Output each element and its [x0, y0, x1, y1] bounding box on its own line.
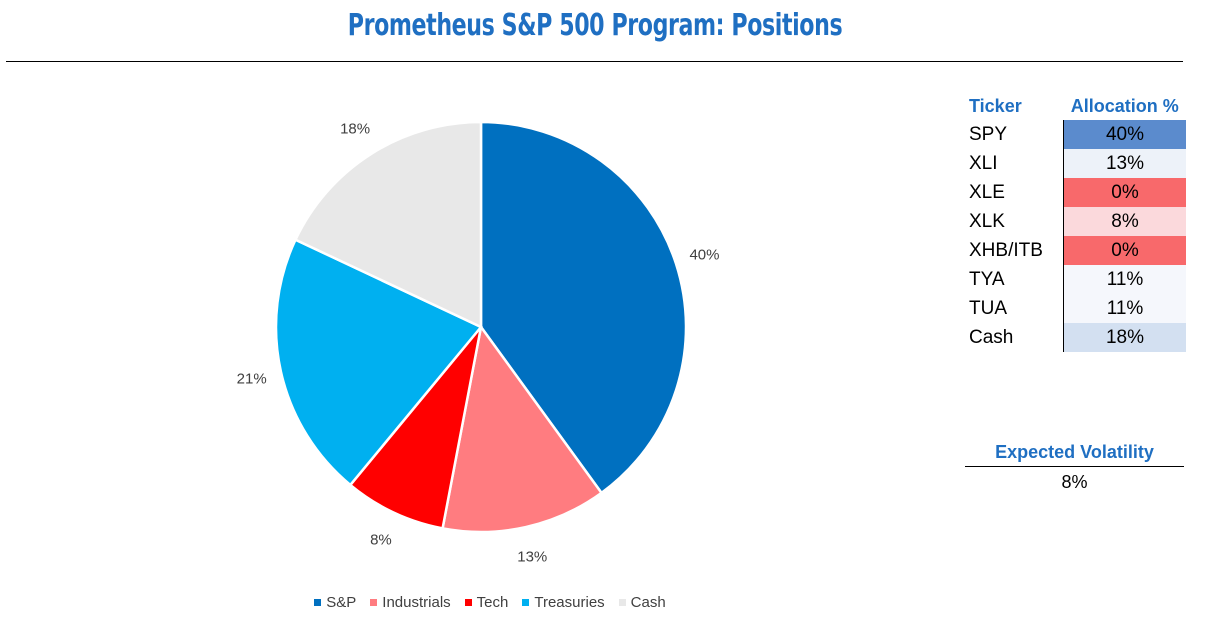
data-label: 8%	[370, 532, 392, 549]
allocation-cell: 40%	[1063, 120, 1186, 149]
legend-swatch	[618, 599, 626, 606]
ticker-header: Ticker	[969, 95, 1022, 116]
legend-item: Industrials	[370, 594, 451, 611]
legend-swatch	[314, 599, 322, 606]
legend-swatch	[464, 599, 472, 606]
pie-chart: 40% 13% 8% 21% 18%	[237, 120, 720, 566]
volatility-label: Expected Volatility	[965, 442, 1184, 467]
ticker-cell: XLE	[969, 181, 1005, 203]
title-divider	[6, 61, 1183, 62]
table-row: XHB/ITB 0%	[966, 236, 1186, 265]
legend-label: Industrials	[382, 594, 451, 611]
ticker-cell: TUA	[969, 297, 1007, 319]
legend-item: S&P	[314, 594, 356, 611]
legend-item: Treasuries	[522, 594, 605, 611]
pie-slice-s-p	[479, 120, 688, 495]
table-row: Cash 18%	[966, 323, 1186, 352]
legend-label: Cash	[630, 594, 666, 611]
allocation-header: Allocation %	[1070, 95, 1179, 116]
allocation-cell: 8%	[1063, 207, 1186, 236]
pie-slice-tech	[348, 326, 483, 530]
ticker-cell: XHB/ITB	[969, 239, 1043, 261]
table-row: TYA 11%	[966, 265, 1186, 294]
legend-label: Treasuries	[534, 594, 605, 611]
legend-item: Cash	[618, 594, 666, 611]
legend-item: Tech	[464, 594, 509, 611]
ticker-cell: XLI	[969, 152, 998, 174]
ticker-cell: Cash	[969, 326, 1014, 348]
pie-slice-industrials	[441, 323, 604, 534]
table-row: TUA 11%	[966, 294, 1186, 323]
ticker-cell: XLK	[969, 210, 1005, 232]
data-label: 40%	[689, 246, 719, 263]
legend-swatch	[522, 599, 530, 606]
legend-swatch	[370, 599, 378, 606]
allocation-cell: 18%	[1063, 323, 1186, 352]
pie-slice-treasuries	[274, 238, 483, 487]
table-row: XLI 13%	[966, 149, 1186, 178]
ticker-cell: SPY	[969, 123, 1008, 145]
ticker-cell: TYA	[969, 268, 1005, 290]
volatility-box: Expected Volatility 8%	[965, 442, 1184, 493]
chart-legend: S&P Industrials Tech Treasuries Cash	[0, 594, 980, 611]
page-title: Prometheus S&P 500 Program: Positions	[347, 8, 843, 43]
volatility-value: 8%	[1061, 472, 1088, 492]
allocation-table: Ticker Allocation % SPY 40% XLI 13% XLE 0% XLK…	[966, 92, 1186, 352]
allocation-cell: 11%	[1063, 265, 1186, 294]
allocation-cell: 0%	[1063, 178, 1186, 207]
allocation-cell: 11%	[1063, 294, 1186, 323]
table-row: XLE 0%	[966, 178, 1186, 207]
allocation-cell: 13%	[1063, 149, 1186, 178]
legend-label: S&P	[326, 594, 357, 611]
data-label: 21%	[237, 370, 267, 387]
table-row: SPY 40%	[966, 120, 1186, 149]
data-label: 13%	[517, 548, 547, 565]
table-row: XLK 8%	[966, 207, 1186, 236]
data-label: 18%	[340, 121, 370, 138]
pie-slice-cash	[293, 120, 483, 329]
legend-label: Tech	[476, 594, 509, 611]
allocation-cell: 0%	[1063, 236, 1186, 265]
